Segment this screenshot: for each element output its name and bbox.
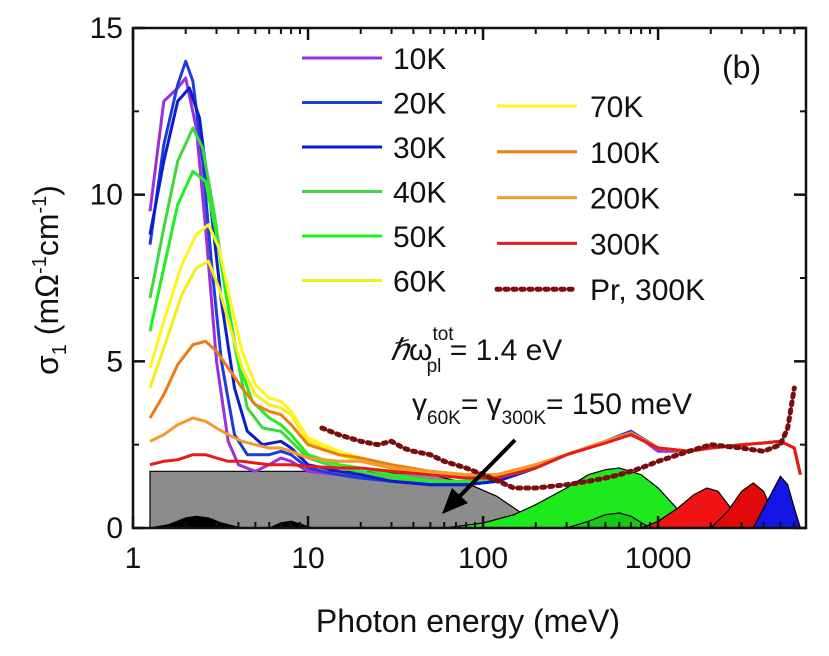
- anno-omega-sub: pl: [427, 356, 442, 377]
- legend-label: 70K: [590, 91, 643, 124]
- anno-hbar: ℏ: [390, 334, 411, 367]
- scattering-rate-annotation: γ60K= γ300K= 150 meV: [412, 388, 692, 429]
- fill-lorentz-blue: [752, 475, 802, 528]
- legend-entry-300k: 300K: [497, 228, 660, 261]
- x-tick-label: 1000: [625, 542, 692, 575]
- fill-lorentz-red-1: [640, 487, 743, 528]
- legend-label: 200K: [590, 183, 660, 216]
- fill-phonon-1: [149, 515, 256, 528]
- y-tick-label: 5: [106, 345, 123, 378]
- y-axis-subscript: 1: [49, 344, 71, 355]
- y-tick-label: 0: [106, 512, 123, 545]
- series-300k: [149, 433, 802, 480]
- y-axis-sigma: σ: [29, 355, 65, 375]
- x-tick-label: 1: [125, 542, 142, 575]
- legend-label: Pr, 300K: [590, 274, 705, 307]
- legend-label: 30K: [393, 132, 446, 165]
- x-axis-title: Photon energy (meV): [316, 603, 620, 639]
- anno-gamma2-sub: 300K: [502, 408, 547, 429]
- legend-label: 60K: [393, 266, 446, 299]
- anno-gamma1-sub: 60K: [427, 408, 461, 429]
- anno-eq: = γ: [461, 388, 502, 421]
- x-tick-label: 100: [458, 542, 508, 575]
- y-axis-title: σ1 (mΩ-1cm-1): [29, 185, 71, 375]
- anno-plasma-value: = 1.4 eV: [441, 334, 562, 367]
- y-axis-exp1: -1: [29, 256, 51, 274]
- series-50k: [148, 169, 802, 483]
- y-axis-exp2: -1: [29, 196, 51, 214]
- legend-entry-70k: 70K: [497, 91, 643, 124]
- y-axis-unit-close: ): [29, 185, 65, 196]
- annotation-arrow: [442, 438, 517, 514]
- legend-label: 20K: [393, 88, 446, 121]
- x-tick-label: 10: [291, 542, 324, 575]
- axis-ticks: 1 10 100 1000 0 5 10 15: [90, 12, 807, 575]
- legend-entry-50k: 50K: [302, 221, 446, 254]
- legend-entry-pr-300k: Pr, 300K: [494, 274, 705, 307]
- legend-entry-200k: 200K: [497, 183, 660, 216]
- anno-gamma1: γ: [412, 388, 427, 421]
- legend-entry-100k: 100K: [497, 137, 660, 170]
- panel-label: (b): [722, 49, 761, 85]
- legend-entry-40k: 40K: [302, 177, 446, 210]
- series-20k: [148, 59, 802, 487]
- legend-label: 300K: [590, 228, 660, 261]
- legend-entry-10k: 10K: [302, 43, 446, 76]
- plasma-frequency-annotation: ℏωtot pl = 1.4 eV: [390, 324, 562, 377]
- series-pr-300k: [319, 385, 797, 491]
- legend-label: 50K: [393, 221, 446, 254]
- legend-label: 10K: [393, 43, 446, 76]
- y-axis-unit-open: (mΩ: [29, 274, 65, 335]
- spectra-series: [148, 59, 802, 491]
- legend-label: 100K: [590, 137, 660, 170]
- anno-omega: ω: [409, 334, 432, 367]
- y-tick-label: 15: [90, 12, 123, 45]
- legend-label: 40K: [393, 177, 446, 210]
- anno-scattering-value: = 150 meV: [546, 388, 692, 421]
- y-tick-label: 10: [90, 179, 123, 212]
- legend-entry-60k: 60K: [302, 266, 446, 299]
- anno-omega-sup: tot: [432, 324, 454, 345]
- y-axis-unit-cm: cm: [29, 214, 65, 257]
- legend: 10K 20K 30K 40K 50K 60K 70K 100K 200K 300K Pr, 300…: [302, 43, 705, 307]
- legend-entry-30k: 30K: [302, 132, 446, 165]
- legend-entry-20k: 20K: [302, 88, 446, 121]
